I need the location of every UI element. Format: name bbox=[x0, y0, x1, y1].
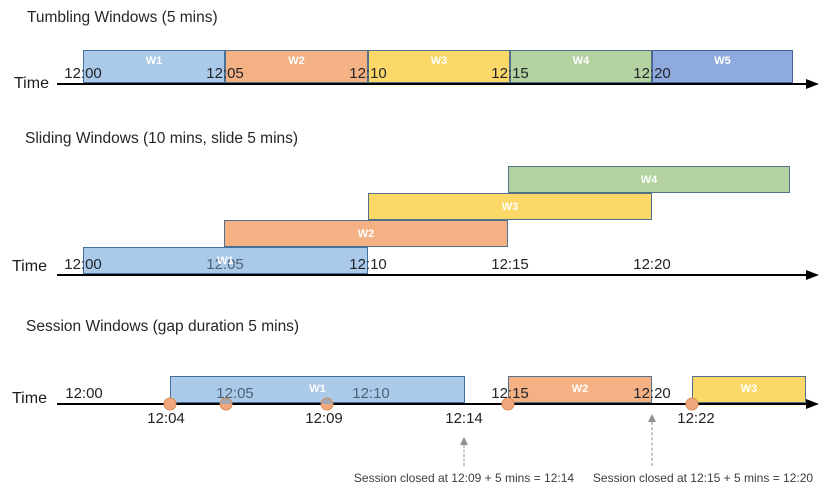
window-label: W2 bbox=[571, 383, 589, 395]
event-time-label: 12:14 bbox=[445, 410, 483, 427]
callout-arrow-line bbox=[651, 422, 653, 466]
window-bar-w1 bbox=[83, 50, 225, 83]
callout-text: Session closed at 12:15 + 5 mins = 12:20 bbox=[592, 471, 814, 485]
window-bar-w3 bbox=[692, 376, 806, 403]
window-label: W2 bbox=[288, 55, 305, 67]
event-time-label: 12:22 bbox=[677, 410, 715, 427]
window-bar-w3 bbox=[368, 193, 652, 220]
time-axis-label: Time bbox=[12, 258, 47, 275]
window-label: W5 bbox=[714, 55, 731, 67]
timeline-axis bbox=[57, 83, 806, 86]
timeline-arrowhead-icon bbox=[806, 398, 819, 409]
event-dot-icon bbox=[320, 397, 334, 411]
callout-arrow-icon bbox=[460, 437, 468, 445]
window-label: W4 bbox=[640, 173, 658, 186]
axis-tick-label: 12:10 bbox=[349, 65, 387, 82]
axis-tick-label: 12:20 bbox=[633, 65, 671, 82]
event-dot-icon bbox=[163, 397, 177, 411]
window-label: W1 bbox=[309, 383, 326, 395]
event-time-label: 12:09 bbox=[305, 410, 343, 427]
axis-tick-label: 12:15 bbox=[491, 256, 529, 273]
axis-tick-label: 12:00 bbox=[64, 256, 102, 273]
section-title: Tumbling Windows (5 mins) bbox=[27, 9, 218, 26]
axis-tick-label: 12:10 bbox=[349, 256, 387, 273]
window-bar-w4 bbox=[508, 166, 790, 193]
window-label: W1 bbox=[145, 55, 163, 67]
event-time-label: 12:04 bbox=[147, 410, 185, 427]
section-title: Sliding Windows (10 mins, slide 5 mins) bbox=[25, 130, 299, 147]
timeline-axis bbox=[57, 274, 806, 277]
callout-arrow-icon bbox=[648, 414, 656, 422]
time-axis-label: Time bbox=[12, 390, 47, 407]
axis-tick-label: 12:15 bbox=[491, 385, 529, 402]
time-axis-label: Time bbox=[14, 75, 49, 92]
timeline-arrowhead-icon bbox=[806, 269, 819, 280]
window-bar-w3 bbox=[368, 50, 510, 83]
window-bar-w2 bbox=[508, 376, 652, 403]
window-label: W3 bbox=[501, 200, 519, 213]
window-label: W3 bbox=[430, 55, 448, 67]
window-label: W2 bbox=[357, 227, 375, 240]
event-dot-icon bbox=[501, 397, 515, 411]
event-dot-icon bbox=[685, 397, 699, 411]
timeline-axis bbox=[57, 403, 806, 406]
window-bar-w2 bbox=[224, 220, 508, 247]
window-bar-w2 bbox=[225, 50, 368, 83]
axis-tick-label: 12:20 bbox=[633, 385, 671, 402]
window-bar-w1 bbox=[83, 247, 368, 274]
window-bar-w5 bbox=[652, 50, 793, 83]
axis-tick-label: 12:05 bbox=[206, 256, 244, 273]
axis-tick-label: 12:00 bbox=[64, 65, 102, 82]
axis-tick-label: 12:00 bbox=[65, 385, 103, 402]
axis-tick-label: 12:05 bbox=[206, 65, 244, 82]
window-label: W4 bbox=[572, 55, 590, 67]
window-label: W3 bbox=[740, 383, 758, 395]
event-dot-icon bbox=[219, 397, 233, 411]
section-title: Session Windows (gap duration 5 mins) bbox=[26, 318, 300, 335]
callout-arrow-line bbox=[463, 445, 465, 466]
axis-tick-label: 12:10 bbox=[352, 385, 390, 402]
window-bar-w4 bbox=[510, 50, 652, 83]
timeline-arrowhead-icon bbox=[806, 78, 819, 89]
axis-tick-label: 12:05 bbox=[216, 385, 254, 402]
window-bar-w1 bbox=[170, 376, 465, 403]
axis-tick-label: 12:20 bbox=[633, 256, 671, 273]
callout-text: Session closed at 12:09 + 5 mins = 12:14 bbox=[353, 471, 575, 485]
window-label: W1 bbox=[217, 254, 234, 267]
axis-tick-label: 12:15 bbox=[491, 65, 529, 82]
